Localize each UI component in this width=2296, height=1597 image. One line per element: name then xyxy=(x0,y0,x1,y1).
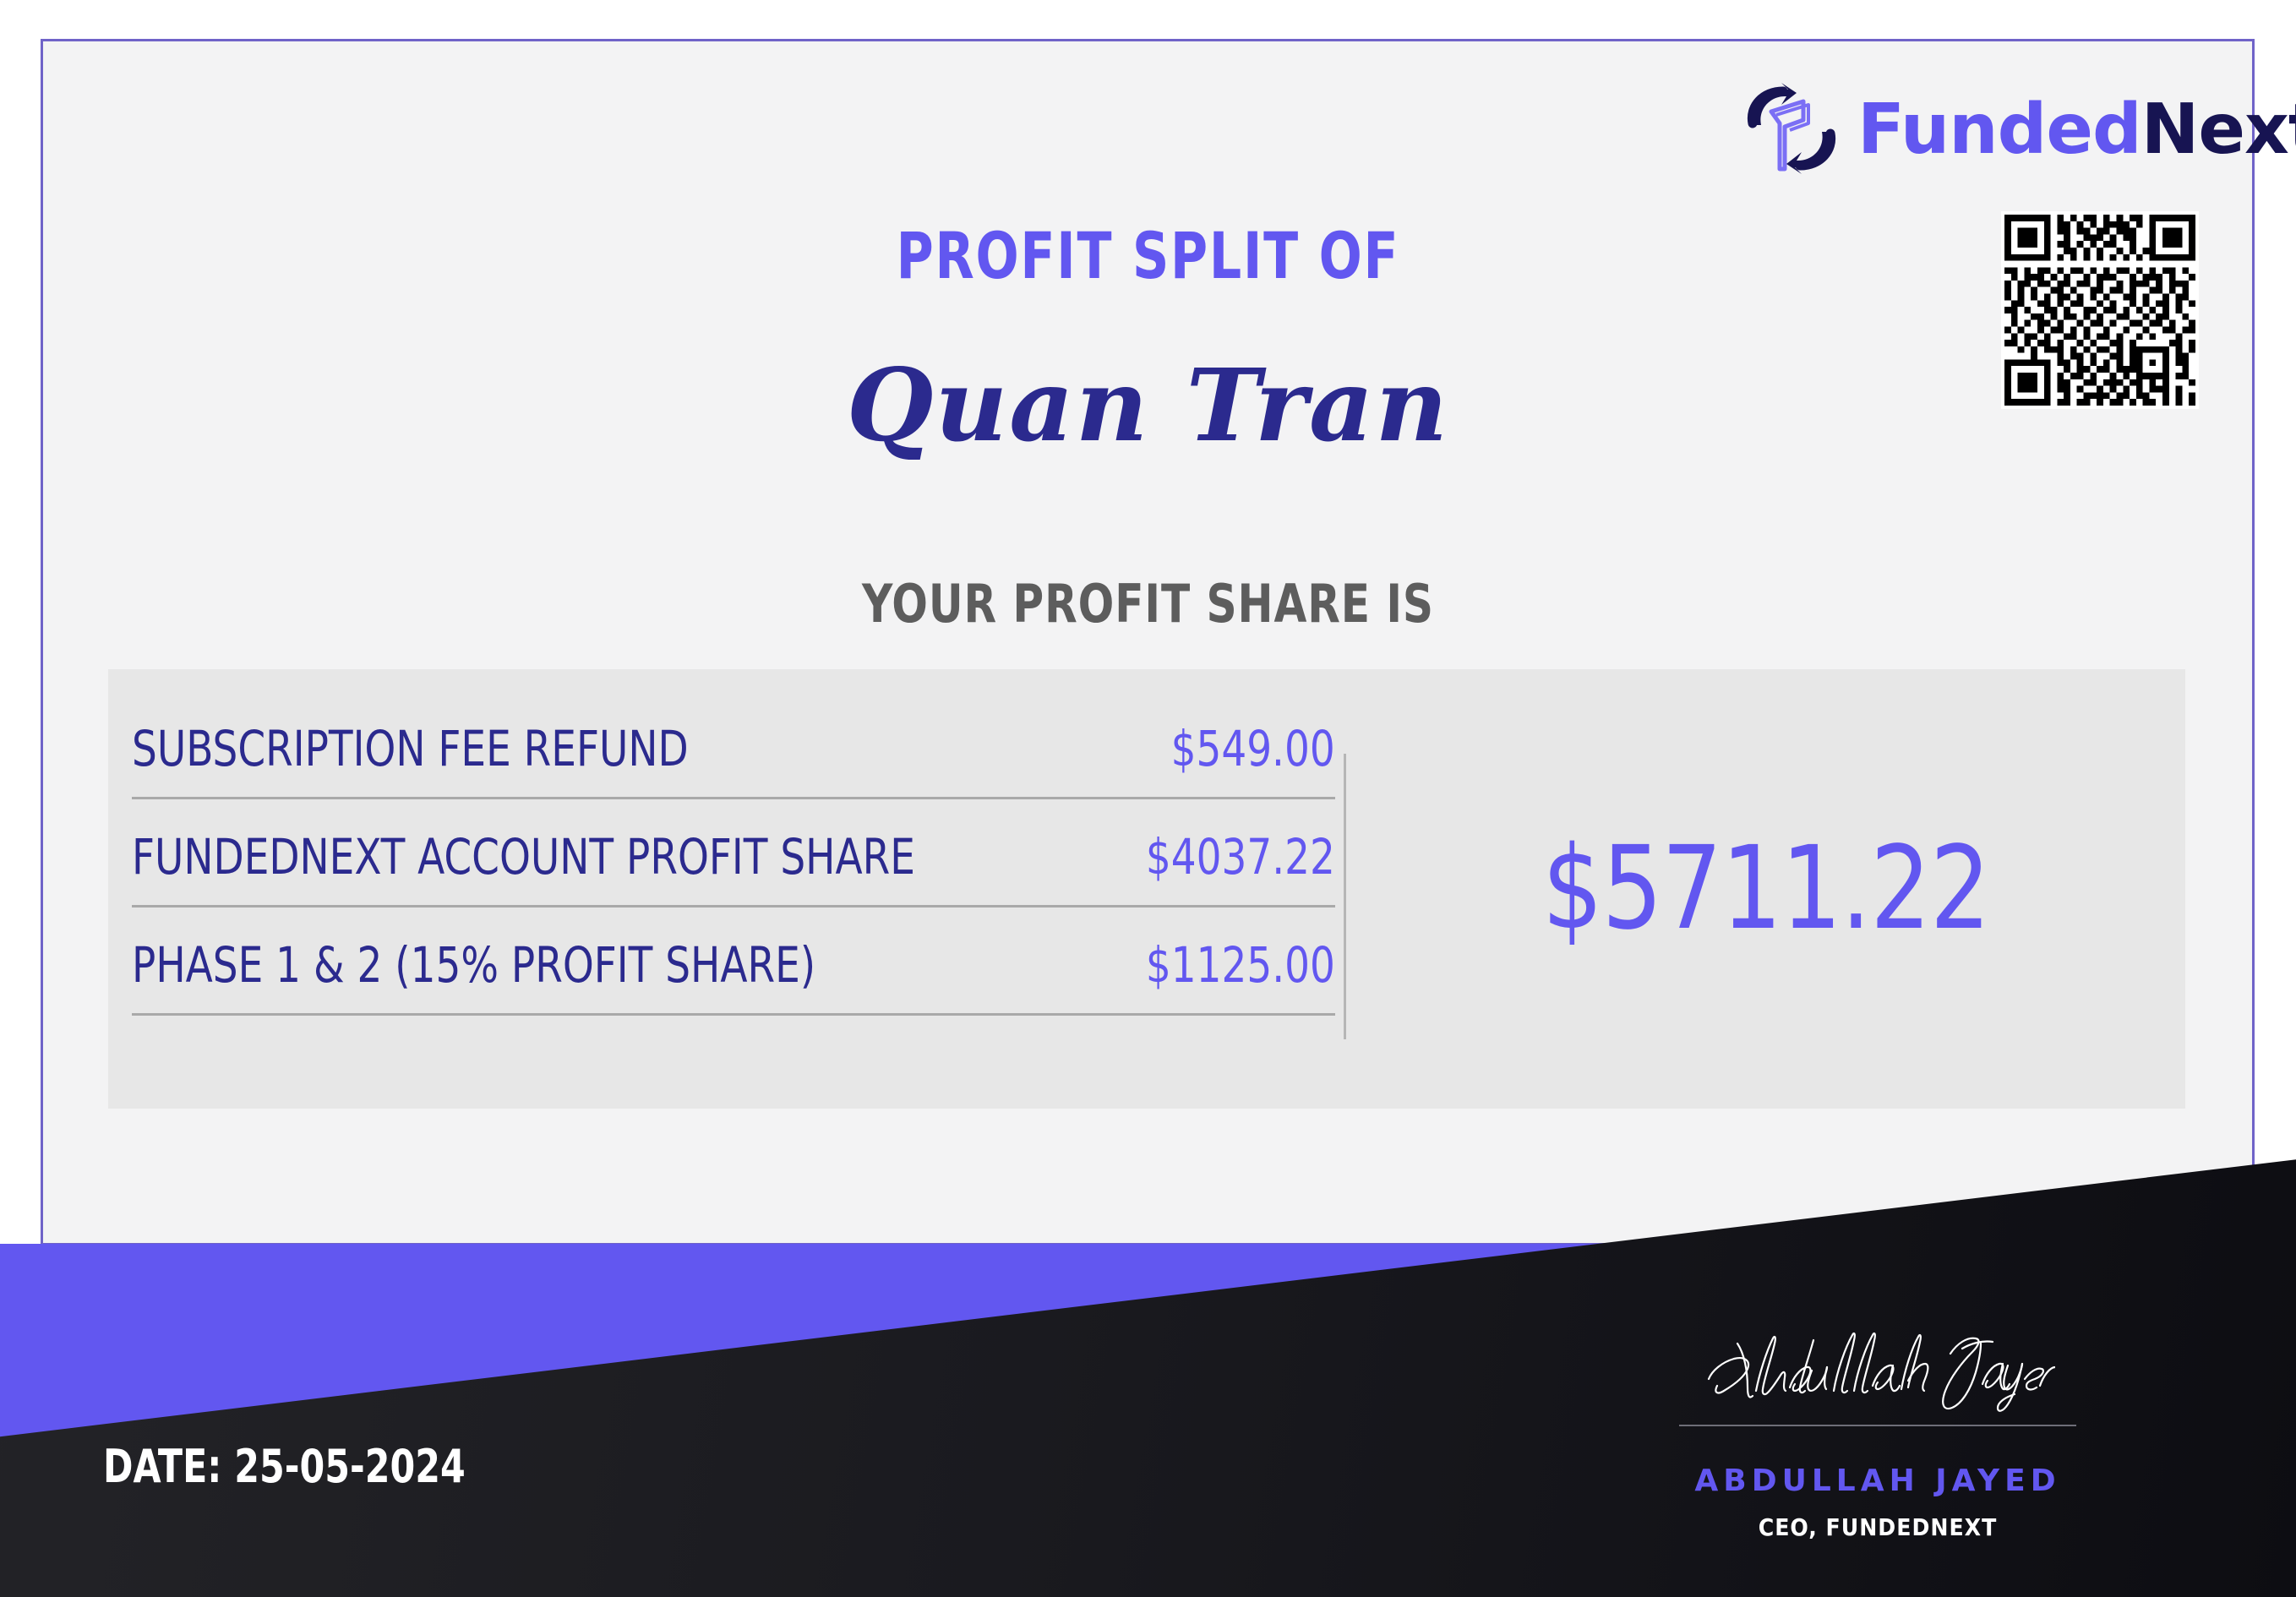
breakdown-row-label: PHASE 1 & 2 (15% PROFIT SHARE) xyxy=(132,936,816,994)
breakdown-row-amount: $549.00 xyxy=(1170,720,1335,777)
issue-date: DATE: 25-05-2024 xyxy=(103,1440,466,1493)
breakdown-row-label: SUBSCRIPTION FEE REFUND xyxy=(132,720,689,777)
wordmark-funded: Funded xyxy=(1857,90,2142,170)
wordmark-next: Next xyxy=(2141,90,2296,170)
signer-title: CEO, FUNDEDNEXT xyxy=(1758,1513,1998,1541)
fundednext-wordmark: FundedNext xyxy=(1857,95,2296,165)
recipient-name: Quan Tran xyxy=(846,346,1450,464)
grand-total-container: $5711.22 xyxy=(1346,669,2185,1109)
grand-total-amount: $5711.22 xyxy=(1541,822,1991,956)
qr-code-icon xyxy=(2004,215,2195,406)
breakdown-row-amount: $4037.22 xyxy=(1145,828,1335,886)
table-row: PHASE 1 & 2 (15% PROFIT SHARE) $1125.00 xyxy=(132,918,1344,1026)
signature-line xyxy=(1679,1425,2076,1426)
vertical-divider xyxy=(1344,754,1346,1039)
profit-breakdown-panel: SUBSCRIPTION FEE REFUND $549.00 FUNDEDNE… xyxy=(108,669,2185,1109)
row-divider xyxy=(132,1013,1335,1016)
fundednext-logo: FundedNext xyxy=(1741,81,2296,179)
fundednext-arrows-icon xyxy=(1747,83,1836,174)
breakdown-rows: SUBSCRIPTION FEE REFUND $549.00 FUNDEDNE… xyxy=(108,669,1344,1109)
row-divider xyxy=(132,905,1335,908)
qr-code[interactable] xyxy=(2001,211,2199,409)
breakdown-row-label: FUNDEDNEXT ACCOUNT PROFIT SHARE xyxy=(132,828,915,886)
signature-block: ABDULLAH JAYED CEO, FUNDEDNEXT xyxy=(1666,1318,2089,1541)
table-row: FUNDEDNEXT ACCOUNT PROFIT SHARE $4037.22 xyxy=(132,809,1344,918)
page-title: PROFIT SPLIT OF xyxy=(896,218,1400,293)
table-row: SUBSCRIPTION FEE REFUND $549.00 xyxy=(132,701,1344,809)
signer-name: ABDULLAH JAYED xyxy=(1694,1463,2061,1498)
handwritten-signature-icon xyxy=(1707,1332,2055,1412)
row-divider xyxy=(132,797,1335,799)
breakdown-row-amount: $1125.00 xyxy=(1145,936,1335,994)
profit-share-label: YOUR PROFIT SHARE IS xyxy=(862,573,1434,635)
